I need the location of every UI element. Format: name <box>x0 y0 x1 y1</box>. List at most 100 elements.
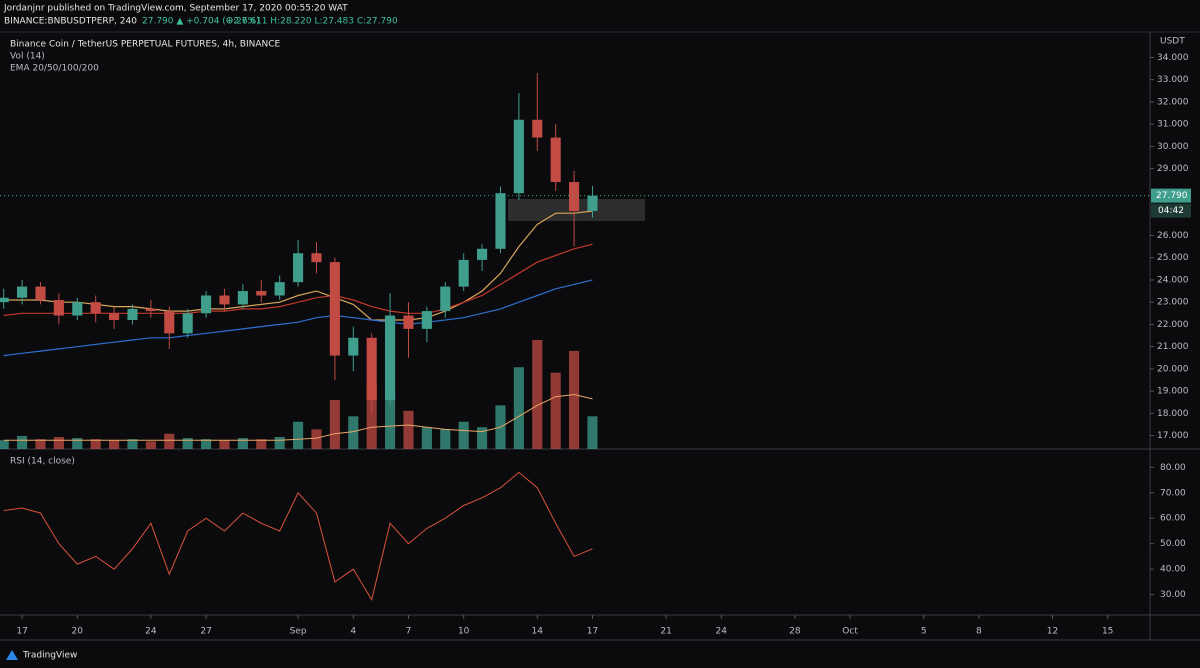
volume-bar <box>293 421 304 449</box>
candle-body <box>403 315 414 329</box>
price-change: 27.790 ▲ +0.704 (+2.6%) <box>142 17 260 27</box>
volume-bar <box>311 429 322 449</box>
candle-body <box>366 337 377 401</box>
volume-bar <box>164 433 175 449</box>
candle-body <box>513 119 524 194</box>
volume-ma <box>3 393 593 441</box>
x-tick-label: 21 <box>660 627 671 637</box>
volume-bar <box>569 350 580 449</box>
volume-bar <box>274 437 285 449</box>
x-tick-label: 15 <box>1102 627 1113 637</box>
candle-body <box>329 262 340 356</box>
volume-bar <box>201 439 212 449</box>
volume-bar <box>0 440 9 449</box>
last-price-box <box>1151 188 1191 203</box>
plot: 17.000 18.000 19.000 20.000 21.000 22.000 23.0… <box>0 53 1191 637</box>
candle-body <box>17 286 28 298</box>
countdown: 04:42 <box>1158 206 1184 216</box>
volume-bar <box>256 439 267 449</box>
rsi-line <box>3 471 593 602</box>
volume-bar <box>17 435 28 449</box>
x-tick-label: 27 <box>200 627 211 637</box>
y-tick-label: 17.000 <box>1157 431 1189 441</box>
candle-body <box>311 253 322 263</box>
rsi-tick-label: 70.00 <box>1160 488 1186 498</box>
candle-body <box>237 291 248 305</box>
x-tick-label: Oct <box>842 627 858 637</box>
ema-line <box>3 210 593 321</box>
x-tick-label: Sep <box>290 627 307 637</box>
candle-body <box>0 297 9 303</box>
volume-bar <box>127 439 138 449</box>
rsi-tick-label: 50.00 <box>1160 539 1186 549</box>
y-tick-label: 21.000 <box>1157 342 1189 352</box>
candle-body <box>256 291 267 296</box>
rsi-tick-label: 60.00 <box>1160 514 1186 524</box>
candle-body <box>145 308 156 312</box>
symbol: BINANCE:BNBUSDTPERP, 240 <box>4 17 137 27</box>
ohlc: O:27.611 H:28.220 L:27.483 C:27.790 <box>226 17 398 27</box>
candle-body <box>219 295 230 305</box>
y-tick-label: 30.000 <box>1157 142 1189 152</box>
volume-bar <box>440 429 451 449</box>
candle-body <box>385 315 396 401</box>
y-tick-label: 26.000 <box>1157 231 1189 241</box>
rsi-tick-label: 80.00 <box>1160 463 1186 473</box>
volume-bar <box>458 421 469 449</box>
volume-bar <box>72 438 83 449</box>
rsi-tick-label: 30.00 <box>1160 590 1186 600</box>
last-price-label: 27.790 <box>1156 191 1188 201</box>
y-tick-label: 33.000 <box>1157 75 1189 85</box>
x-tick-label: 24 <box>716 627 728 637</box>
x-tick-label: 17 <box>587 627 598 637</box>
candle-body <box>72 302 83 316</box>
y-tick-label: 20.000 <box>1157 364 1189 374</box>
x-tick-label: 24 <box>145 627 157 637</box>
volume-bar <box>182 438 193 449</box>
candle-body <box>421 311 432 329</box>
candle-body <box>182 313 193 334</box>
ema-line <box>3 279 593 357</box>
y-tick-label: 29.000 <box>1157 164 1189 174</box>
volume-bar <box>587 416 598 449</box>
candle-body <box>587 195 598 211</box>
volume-bar <box>237 438 248 449</box>
y-tick-label: 23.000 <box>1157 298 1189 308</box>
candle-body <box>293 253 304 283</box>
y-tick-label: 32.000 <box>1157 97 1189 107</box>
volume-bar <box>513 367 524 449</box>
x-tick-label: 7 <box>406 627 412 637</box>
volume-bar <box>550 372 561 449</box>
volume-bar <box>532 340 543 449</box>
volume-label: Vol (14) <box>10 52 45 62</box>
y-tick-label: 19.000 <box>1157 387 1189 397</box>
candle-body <box>348 337 359 356</box>
y-tick-label: 24.000 <box>1157 275 1189 285</box>
candle-body <box>90 302 101 314</box>
y-tick-label: 34.000 <box>1157 53 1189 63</box>
x-tick-label: 8 <box>976 627 982 637</box>
y-tick-label: 22.000 <box>1157 320 1189 330</box>
candle-body <box>274 282 285 296</box>
volume-bar <box>53 437 64 449</box>
x-tick-label: 12 <box>1047 627 1058 637</box>
candle-body <box>477 248 488 260</box>
candle-body <box>532 119 543 138</box>
brand: TradingView <box>22 651 77 661</box>
y-tick-label: 31.000 <box>1157 120 1189 130</box>
candle-body <box>109 313 120 320</box>
candle-body <box>495 193 506 249</box>
volume-bar <box>329 399 340 449</box>
ema-label: EMA 20/50/100/200 <box>10 64 99 74</box>
candle-body <box>440 286 451 312</box>
candle-body <box>53 299 64 316</box>
volume-bar <box>348 416 359 449</box>
x-tick-label: 5 <box>921 627 927 637</box>
rsi-tick-label: 40.00 <box>1160 565 1186 575</box>
y-tick-label: 25.000 <box>1157 253 1189 263</box>
x-tick-label: 20 <box>72 627 84 637</box>
x-tick-label: 17 <box>16 627 27 637</box>
rsi-label: RSI (14, close) <box>10 457 75 467</box>
candle-body <box>35 286 46 300</box>
